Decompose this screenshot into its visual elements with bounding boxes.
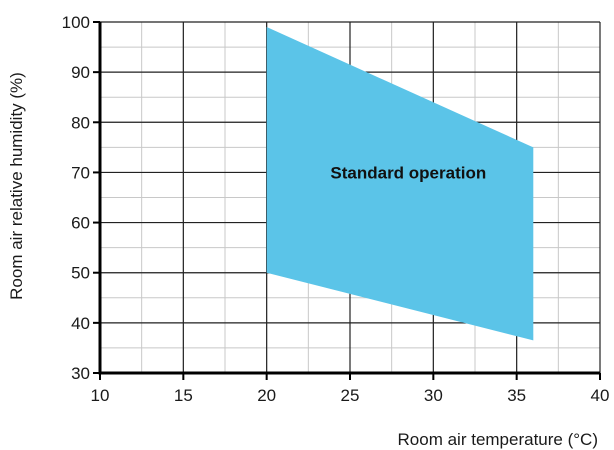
x-tick-label: 20 <box>257 386 276 405</box>
x-tick-label: 40 <box>591 386 610 405</box>
y-tick-label: 90 <box>71 63 90 82</box>
series-layer: Standard operation <box>266 27 534 341</box>
x-tick-label: 10 <box>91 386 110 405</box>
x-tick-label: 15 <box>174 386 193 405</box>
y-tick-label: 100 <box>62 13 90 32</box>
y-tick-label: 60 <box>71 214 90 233</box>
axes <box>93 21 601 380</box>
y-tick-label: 70 <box>71 163 90 182</box>
y-tick-labels: 30 40 50 60 70 80 90 100 <box>62 13 90 383</box>
y-tick-label: 50 <box>71 264 90 283</box>
y-tick-label: 30 <box>71 364 90 383</box>
region-label-standard-operation: Standard operation <box>330 163 486 182</box>
x-tick-label: 25 <box>341 386 360 405</box>
x-tick-labels: 10 15 20 25 30 35 40 <box>91 386 610 405</box>
x-tick-label: 35 <box>507 386 526 405</box>
region-standard-operation <box>266 27 534 341</box>
y-tick-label: 80 <box>71 113 90 132</box>
y-tick-label: 40 <box>71 314 90 333</box>
y-axis-title: Room air relative humidity (%) <box>7 72 26 300</box>
x-tick-label: 30 <box>424 386 443 405</box>
x-axis-title: Room air temperature (°C) <box>398 430 598 449</box>
